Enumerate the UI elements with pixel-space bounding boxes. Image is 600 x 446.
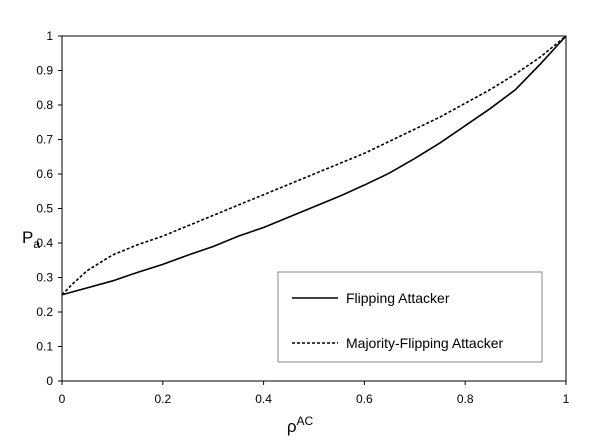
x-axis-label: ρAC [287, 414, 314, 436]
line-series [61, 35, 567, 296]
x-label-superscript: AC [297, 414, 314, 428]
line-series [61, 35, 567, 296]
y-tick-label: 0.7 [36, 133, 53, 147]
y-tick-label: 0.8 [36, 98, 53, 112]
y-tick-label: 0.9 [36, 64, 53, 78]
x-label-base: ρ [287, 417, 297, 436]
y-tick-label: 0.3 [36, 271, 53, 285]
y-tick-label: 0.4 [36, 236, 53, 250]
y-tick-label: 0.6 [36, 167, 53, 181]
x-tick-label: 0.8 [457, 392, 474, 406]
y-tick-label: 0.5 [36, 202, 53, 216]
y-label-base: P [22, 228, 33, 247]
legend-label: Majority-Flipping Attacker [346, 335, 504, 351]
legend-box [277, 271, 543, 363]
x-tick-label: 0 [59, 392, 66, 406]
y-label-subscript: a [33, 237, 40, 251]
x-tick-label: 0.2 [154, 392, 171, 406]
y-axis-label: Pa [22, 228, 40, 251]
y-tick-label: 0.2 [36, 305, 53, 319]
y-tick-label: 0.1 [36, 340, 53, 354]
y-tick-label: 0 [46, 374, 53, 388]
x-tick-label: 0.4 [255, 392, 272, 406]
x-tick-label: 0.6 [356, 392, 373, 406]
y-tick-label: 1 [46, 29, 53, 43]
legend-label: Flipping Attacker [346, 290, 450, 306]
x-tick-label: 1 [563, 392, 570, 406]
